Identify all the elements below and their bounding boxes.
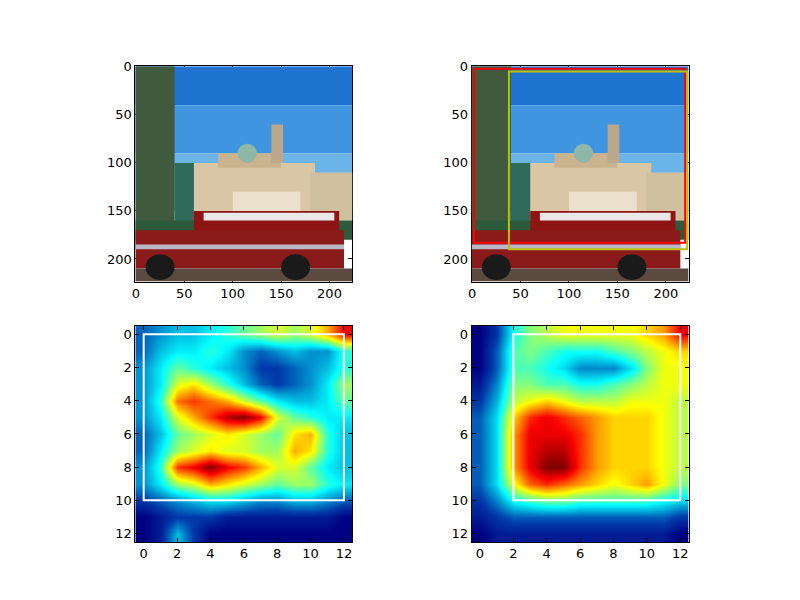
svg-text:100: 100 [557,286,582,301]
svg-text:0: 0 [140,546,148,561]
svg-text:12: 12 [672,546,689,561]
svg-text:6: 6 [460,427,468,442]
svg-text:0: 0 [132,286,140,301]
svg-text:8: 8 [460,460,468,475]
svg-text:200: 200 [107,252,132,267]
svg-text:4: 4 [206,546,214,561]
svg-text:200: 200 [317,286,342,301]
svg-text:2: 2 [123,360,131,375]
svg-text:8: 8 [273,546,281,561]
svg-text:150: 150 [269,286,294,301]
svg-text:100: 100 [220,286,245,301]
svg-text:0: 0 [468,286,476,301]
svg-text:50: 50 [176,286,193,301]
svg-text:2: 2 [509,546,517,561]
svg-text:150: 150 [107,203,132,218]
svg-text:12: 12 [115,526,132,541]
svg-text:12: 12 [452,526,469,541]
svg-text:150: 150 [605,286,630,301]
svg-text:6: 6 [123,427,131,442]
svg-text:4: 4 [460,393,468,408]
svg-text:100: 100 [107,155,132,170]
svg-text:50: 50 [452,107,469,122]
svg-text:10: 10 [302,546,319,561]
svg-text:0: 0 [460,327,468,342]
svg-text:10: 10 [639,546,656,561]
svg-text:6: 6 [240,546,248,561]
svg-text:4: 4 [123,393,131,408]
svg-text:200: 200 [653,286,678,301]
svg-text:10: 10 [452,493,469,508]
svg-text:0: 0 [123,327,131,342]
svg-text:50: 50 [115,107,132,122]
svg-text:4: 4 [543,546,551,561]
svg-text:150: 150 [443,203,468,218]
svg-text:2: 2 [173,546,181,561]
svg-text:100: 100 [443,155,468,170]
svg-text:8: 8 [123,460,131,475]
svg-text:2: 2 [460,360,468,375]
svg-text:10: 10 [115,493,132,508]
svg-text:8: 8 [609,546,617,561]
svg-text:6: 6 [576,546,584,561]
svg-text:200: 200 [443,252,468,267]
svg-text:0: 0 [476,546,484,561]
svg-text:50: 50 [512,286,529,301]
svg-text:0: 0 [123,59,131,74]
svg-text:12: 12 [336,546,353,561]
svg-text:0: 0 [460,59,468,74]
